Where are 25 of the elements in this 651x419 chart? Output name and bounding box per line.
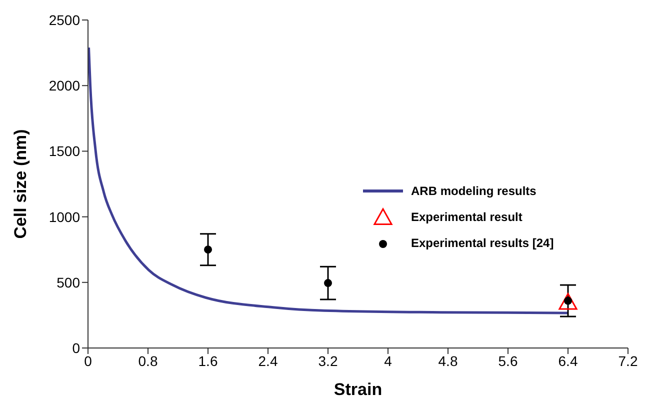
line-series [88,46,570,314]
y-tick-label: 500 [56,274,80,290]
point [324,279,332,288]
x-tick-label: 3.2 [318,352,338,369]
x-tick-label: 0 [84,352,92,369]
x-axis-title: Strain [334,380,382,399]
x-tick-label: 6.4 [558,352,578,369]
legend-label: Experimental result [411,210,522,224]
x-tick-label: 4 [384,352,392,369]
point [204,246,212,254]
x-tick-label: 1.6 [198,352,218,369]
y-tick-label: 1000 [48,208,80,225]
x-tick-label: 0.8 [138,352,158,369]
y-tick-label: 1500 [48,143,80,160]
x-tick-label: 7.2 [618,352,638,369]
y-tick-label: 0 [72,340,80,356]
x-tick-label: 5.6 [498,352,518,369]
y-tick-label: 2000 [48,78,80,94]
x-tick-label: 4.8 [438,352,458,369]
point [558,292,578,310]
legend-label: ARB modeling results [411,184,536,198]
legend-label: Experimental results [24] [411,236,554,250]
y-axis-title: Cell size (nm) [11,129,30,239]
y-tick-label: 2500 [48,12,80,28]
x-tick-label: 2.4 [258,352,278,369]
